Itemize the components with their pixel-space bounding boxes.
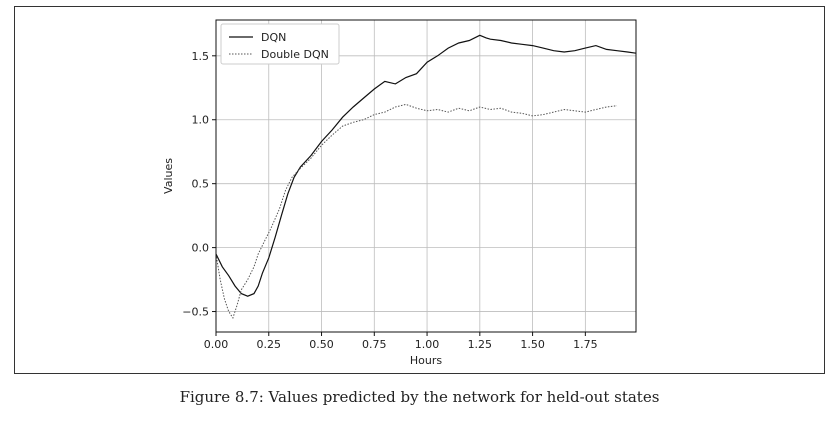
x-tick-label: 1.25 <box>468 338 493 351</box>
plot-frame <box>215 19 637 333</box>
chart: 0.00 0.25 0.50 0.75 1.00 1.25 1.50 1.75 −0.5 0.0 0… <box>162 19 637 367</box>
x-tick-label: 0.25 <box>257 338 282 351</box>
x-axis-label: Hours <box>410 354 442 367</box>
x-tick-label: 0.75 <box>362 338 387 351</box>
legend-label: DQN <box>261 31 286 44</box>
x-tick-label: 1.00 <box>415 338 440 351</box>
x-tick-label: 0.50 <box>309 338 334 351</box>
y-tick-label: −0.5 <box>182 306 209 319</box>
series-line-double-dqn <box>215 103 618 320</box>
y-tick-label: 1.5 <box>192 50 210 63</box>
y-tick-label: 0.0 <box>192 242 210 255</box>
figure-caption: Figure 8.7: Values predicted by the netw… <box>179 388 660 406</box>
plot-area <box>216 20 636 332</box>
figure-frame <box>14 6 825 374</box>
y-tick-label: 1.0 <box>192 114 210 127</box>
y-axis-label: Values <box>162 158 175 194</box>
y-tick-label: 0.5 <box>192 178 210 191</box>
x-tick-label: 1.75 <box>573 338 598 351</box>
x-tick-label: 0.00 <box>204 338 229 351</box>
legend-label: Double DQN <box>261 48 329 61</box>
x-tick-label: 1.50 <box>520 338 545 351</box>
series-line-dqn <box>215 34 637 297</box>
